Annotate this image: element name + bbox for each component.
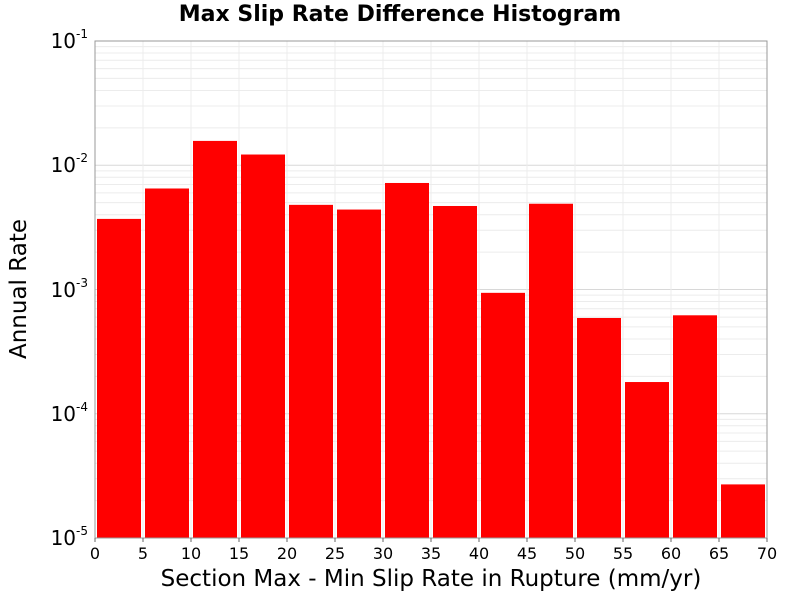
histogram-bar [481, 292, 525, 538]
histogram-bar [577, 317, 621, 538]
x-axis-label: Section Max - Min Slip Rate in Rupture (… [160, 566, 702, 592]
x-tick-label: 25 [324, 544, 346, 563]
x-tick-label: 15 [228, 544, 250, 563]
histogram-bar [673, 315, 717, 538]
x-tick-marks [94, 538, 768, 542]
x-tick-label: 55 [612, 544, 634, 563]
chart-title: Max Slip Rate Difference Histogram [178, 2, 622, 27]
y-tick-label: 10-5 [50, 524, 88, 550]
histogram-bar [721, 484, 765, 538]
y-tick-label: 10-3 [50, 275, 88, 302]
x-tick-label: 20 [276, 544, 298, 563]
histogram-bar [289, 204, 333, 538]
histogram-bar [529, 203, 573, 538]
x-tick-label: 5 [137, 544, 149, 563]
x-tick-label: 10 [180, 544, 202, 563]
histogram-bar [241, 154, 285, 539]
x-tick-label: 70 [756, 544, 778, 563]
x-tick-label: 35 [420, 544, 442, 563]
x-tick-label: 30 [372, 544, 394, 563]
x-tick-label: 60 [660, 544, 682, 563]
histogram-bar [97, 218, 141, 538]
histogram-bar [337, 209, 381, 538]
y-axis-label: Annual Rate [6, 219, 32, 359]
x-tick-label: 40 [468, 544, 490, 563]
histogram-bar [433, 205, 477, 539]
histogram-bar [385, 182, 429, 538]
x-tick-label: 45 [516, 544, 538, 563]
x-tick-label: 65 [708, 544, 730, 563]
histogram-bar [145, 188, 189, 538]
x-tick-label: 50 [564, 544, 586, 563]
bars-group [97, 140, 765, 539]
y-tick-label: 10-4 [50, 399, 88, 426]
y-tick-label: 10-2 [50, 151, 88, 178]
x-tick-label: 0 [89, 544, 101, 563]
y-tick-label: 10-1 [50, 27, 88, 53]
histogram-bar [625, 382, 669, 538]
histogram-bar [193, 140, 237, 538]
